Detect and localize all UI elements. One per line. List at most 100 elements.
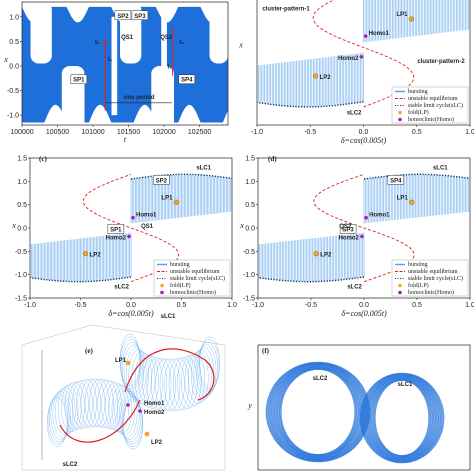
panel-b-lp-point bbox=[408, 16, 415, 22]
panel-d-ytick-label: -0.5 bbox=[243, 249, 255, 256]
panel-c-ytick-label: 1.5 bbox=[17, 156, 27, 163]
panel-e-homo1 bbox=[126, 403, 130, 407]
panel-e-homo2 bbox=[138, 409, 142, 413]
panel-d-xtick-label: 1.0 bbox=[465, 302, 474, 309]
panel-a-xtick-label: 102500 bbox=[188, 129, 211, 136]
panel-c-homo-label: Homo1 bbox=[136, 213, 157, 219]
panel-c-legend-label: bursting bbox=[170, 262, 190, 268]
panel-f-orbit-left bbox=[272, 365, 364, 459]
panel-e-shell-lower bbox=[80, 378, 101, 428]
panel-e-shell-upper bbox=[198, 339, 220, 392]
panel-a-xtick-label: 101000 bbox=[81, 129, 104, 136]
panel-f-slc1-label: sLC1 bbox=[398, 382, 413, 388]
panel-d-qs-label: QS2 bbox=[339, 224, 352, 230]
panel-f-orbit-right bbox=[370, 378, 434, 458]
panel-d-sp-box bbox=[339, 224, 357, 234]
panel-e-label: (e) bbox=[85, 347, 93, 355]
panel-d-plot bbox=[258, 173, 470, 283]
panel-c-plot bbox=[30, 173, 232, 283]
panel-e-shell-lower bbox=[101, 380, 122, 430]
panel-d-ytick-label: 1.0 bbox=[245, 179, 255, 186]
panel-b-homo-point bbox=[359, 55, 364, 59]
panel-e-shell-lower bbox=[55, 387, 76, 436]
panel-c-lp-point bbox=[173, 199, 180, 205]
panel-d-homo-label: Homo1 bbox=[369, 213, 390, 219]
panel-d-ylabel: x bbox=[239, 221, 244, 230]
panel-c-legend-swatch bbox=[160, 283, 164, 288]
panel-c-slc2 bbox=[30, 276, 132, 283]
panel-d-legend-label: homoclinic(Homo) bbox=[408, 289, 454, 296]
panel-b-legend-label: unstable equilibrium bbox=[408, 96, 458, 102]
panel-e-shell-upper bbox=[199, 336, 220, 389]
panel-e-shell-lower bbox=[76, 379, 97, 428]
panel-d-lp-label: LP1 bbox=[397, 195, 409, 201]
panel-d-legend-label: fold(LP) bbox=[408, 282, 429, 289]
panel-a-ytick-label: -1.0 bbox=[7, 113, 19, 120]
panel-b-xtick-label: 1.0 bbox=[465, 129, 474, 136]
panel-c-xtick-label: 0.5 bbox=[177, 302, 187, 309]
panel-e-shell-upper bbox=[146, 357, 167, 410]
panel-b-cp1-label: cluster-pattern-1 bbox=[262, 6, 310, 12]
panel-a-t1: t₁ bbox=[108, 57, 113, 63]
panel-a-sp-box bbox=[178, 74, 196, 84]
panel-f-orbit-right bbox=[374, 380, 430, 456]
panel-a-xtick-label: 100000 bbox=[10, 129, 33, 136]
panel-e-shell-lower bbox=[61, 383, 82, 432]
panel-f-orbit-left bbox=[275, 366, 361, 458]
panel-d-slc2-label: sLC2 bbox=[347, 285, 362, 291]
panel-a-plot bbox=[22, 2, 228, 125]
panel-e-homo2-label: Homo2 bbox=[144, 410, 165, 416]
panel-c-ytick-label: 0.5 bbox=[17, 202, 27, 209]
panel-f-orbit-left bbox=[277, 367, 359, 457]
panel-d-lp-label: LP2 bbox=[320, 253, 332, 259]
panel-c-ytick-label: -1.0 bbox=[15, 272, 27, 279]
panel-a-gap bbox=[209, 2, 228, 64]
panel-e-shell-upper bbox=[138, 354, 159, 408]
panel-b-cp2-label: cluster-pattern-2 bbox=[417, 59, 465, 65]
panel-b-homo-label: Homo2 bbox=[338, 56, 359, 62]
panel-a-sp-box bbox=[70, 74, 88, 84]
panel-a-sp-label: SP4 bbox=[181, 78, 193, 84]
panel-c-xtick-label: 1.0 bbox=[227, 302, 237, 309]
panel-d-legend-label: unstable equilibrium bbox=[408, 269, 458, 275]
panel-f-orbit-left bbox=[275, 366, 361, 458]
panel-c-xtick-label: -1.0 bbox=[24, 302, 36, 309]
panel-f-orbit-right bbox=[364, 375, 440, 461]
panel-c-slc1 bbox=[130, 173, 232, 180]
panel-c-lp-label: LP2 bbox=[90, 253, 102, 259]
panel-d-legend-swatch bbox=[398, 290, 402, 295]
panel-a-ytick-label: 1.0 bbox=[9, 14, 19, 21]
panel-f-ylabel: y bbox=[247, 401, 252, 410]
panel-f-orbit-left bbox=[270, 364, 366, 460]
panel-d-lp-point bbox=[313, 251, 319, 257]
panel-e-shell-upper bbox=[142, 356, 163, 409]
panel-b-xtick-label: 0.5 bbox=[412, 129, 422, 136]
panel-b-legend bbox=[391, 86, 469, 124]
panel-e-shell-upper bbox=[155, 358, 176, 412]
panel-f-orbit-left bbox=[279, 368, 357, 456]
panel-e-shell-lower bbox=[89, 378, 110, 428]
panel-e-shell-lower bbox=[47, 398, 68, 447]
panel-d-xtick-label: 0.0 bbox=[359, 302, 369, 309]
panel-c-slc2-label: sLC2 bbox=[114, 285, 129, 291]
panel-e-box bbox=[21, 324, 226, 471]
panel-d-sp-box bbox=[387, 175, 405, 185]
panel-b-legend-label: homoclinic(Homo) bbox=[408, 116, 454, 123]
panel-f-orbit-right bbox=[369, 377, 435, 459]
panel-d-homo-label: Homo2 bbox=[339, 235, 360, 241]
panel-f-orbit-right bbox=[366, 375, 438, 461]
panel-f-plot bbox=[265, 361, 445, 464]
panel-e-shell-lower bbox=[52, 389, 74, 438]
panel-e-lp1 bbox=[125, 360, 131, 366]
panel-e-unstable-upper bbox=[124, 348, 215, 401]
panel-f-orbit-right bbox=[368, 377, 436, 459]
panel-b-xtick-label: 0.0 bbox=[359, 129, 369, 136]
panel-d-ytick-label: -1.5 bbox=[243, 296, 255, 303]
panel-e-shell-upper bbox=[164, 358, 185, 412]
panel-d-slc1-label: sLC1 bbox=[433, 166, 448, 172]
panel-a-gap bbox=[30, 2, 52, 64]
panel-e-shell-lower bbox=[119, 391, 140, 440]
panel-c-legend-label: homoclinic(Homo) bbox=[170, 289, 216, 296]
panel-b-legend-swatch bbox=[398, 117, 402, 122]
panel-e-shell-lower bbox=[105, 382, 126, 431]
